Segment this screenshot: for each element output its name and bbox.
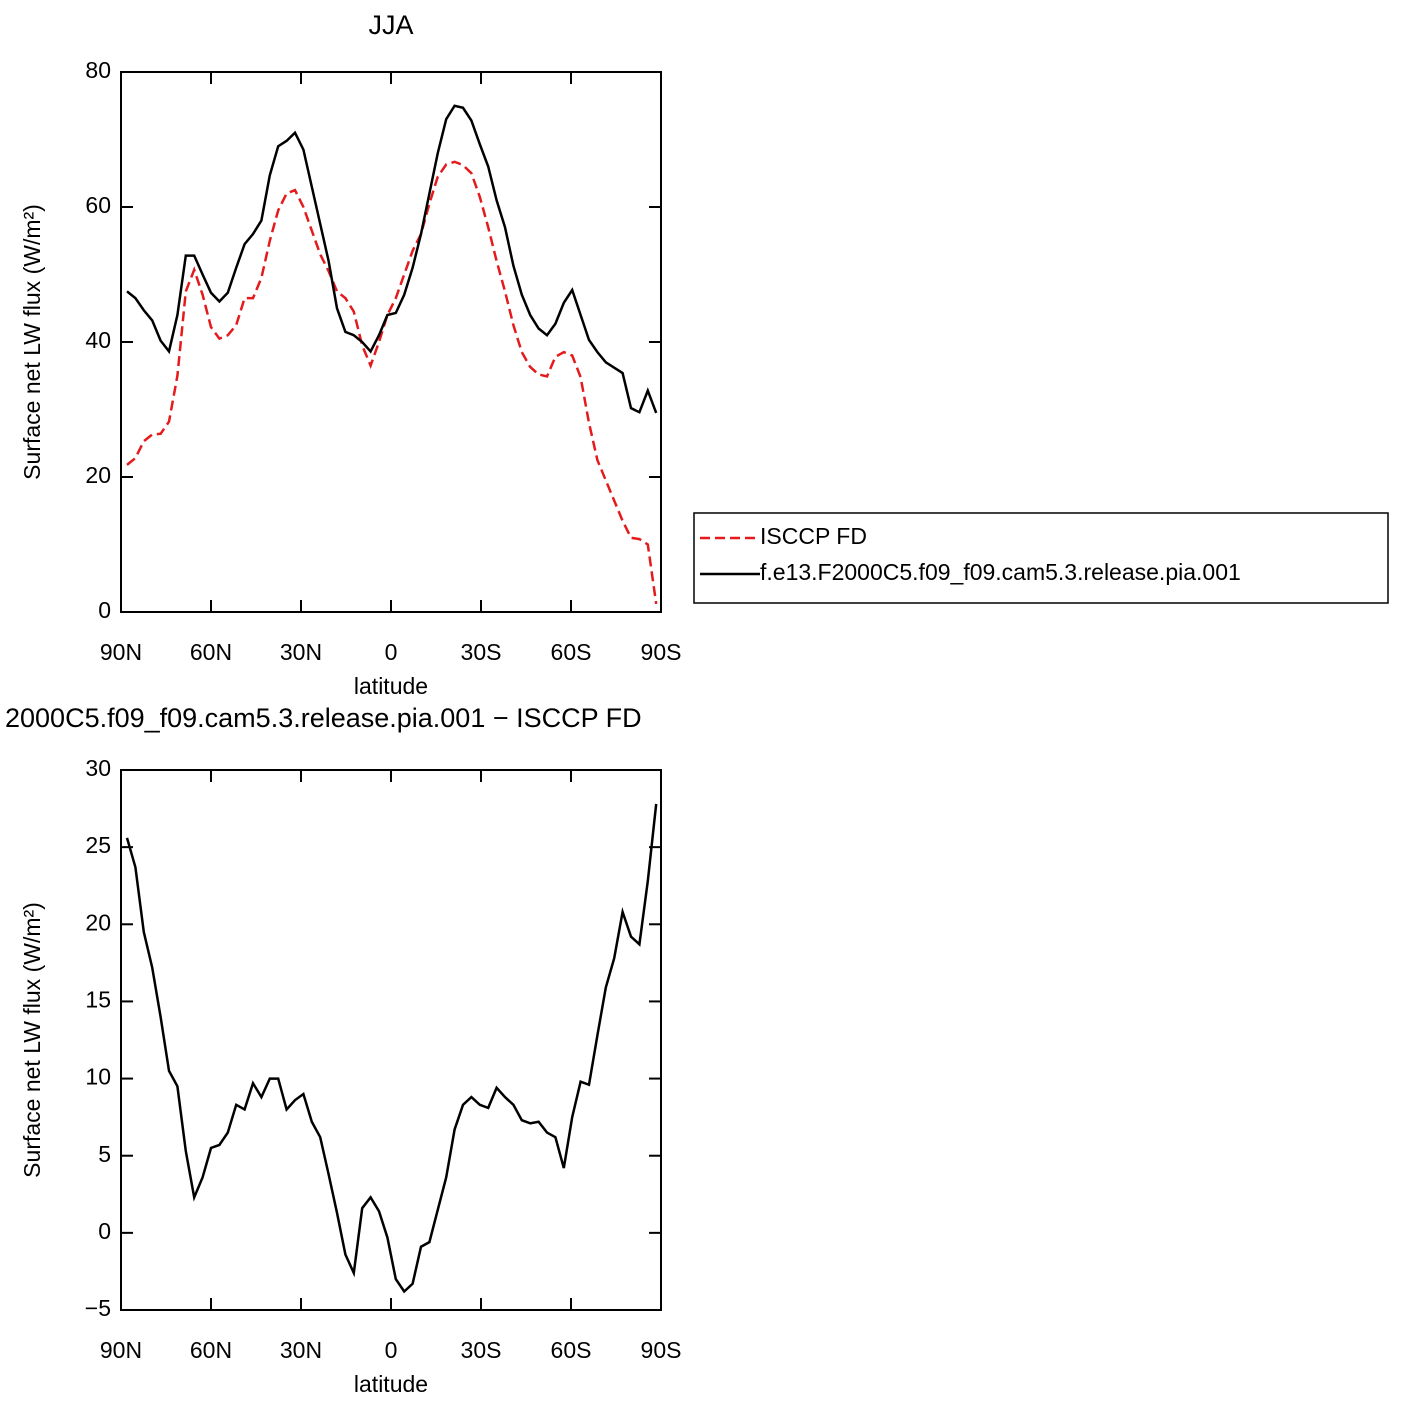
plot-frame	[120, 71, 662, 613]
y-tick-label: 0	[98, 597, 111, 623]
x-tick-label: 30S	[461, 1337, 502, 1363]
x-tick-label: 30S	[461, 639, 502, 665]
x-tick-label: 90N	[100, 639, 142, 665]
x-tick-label: 0	[385, 1337, 398, 1363]
y-tick-label: 5	[98, 1141, 111, 1167]
x-tick-label: 30N	[280, 1337, 322, 1363]
y-tick-label: 80	[85, 57, 111, 83]
y-axis-label: Surface net LW flux (W/m²)	[19, 204, 45, 480]
x-tick-label: 90N	[100, 1337, 142, 1363]
data-line	[126, 104, 658, 414]
x-tick-label: 90S	[641, 1337, 682, 1363]
x-tick-label: 0	[385, 639, 398, 665]
data-line	[125, 803, 658, 1294]
x-axis-label: latitude	[354, 673, 428, 699]
y-tick-label: 0	[98, 1218, 111, 1244]
y-tick-label: 30	[85, 755, 111, 781]
plot-frame	[120, 769, 662, 1311]
chart-title: JJA	[368, 10, 413, 40]
y-tick-label: 10	[85, 1064, 111, 1090]
x-tick-label: 60S	[551, 639, 592, 665]
x-tick-label: 30N	[280, 639, 322, 665]
y-axis-label: Surface net LW flux (W/m²)	[19, 902, 45, 1178]
legend-label: f.e13.F2000C5.f09_f09.cam5.3.release.pia…	[760, 559, 1241, 585]
y-tick-label: 25	[85, 832, 111, 858]
x-tick-label: 60N	[190, 639, 232, 665]
y-tick-label: 40	[85, 327, 111, 353]
x-tick-label: 60S	[551, 1337, 592, 1363]
y-tick-label: −5	[85, 1295, 111, 1321]
data-line	[126, 160, 658, 605]
chart-title: 2000C5.f09_f09.cam5.3.release.pia.001 − …	[5, 703, 642, 733]
x-axis-label: latitude	[354, 1371, 428, 1397]
y-tick-label: 15	[85, 987, 111, 1013]
x-tick-label: 90S	[641, 639, 682, 665]
y-tick-label: 60	[85, 192, 111, 218]
x-tick-label: 60N	[190, 1337, 232, 1363]
y-tick-label: 20	[85, 909, 111, 935]
legend-box	[693, 512, 1389, 604]
y-tick-label: 20	[85, 462, 111, 488]
legend-label: ISCCP FD	[760, 523, 867, 549]
